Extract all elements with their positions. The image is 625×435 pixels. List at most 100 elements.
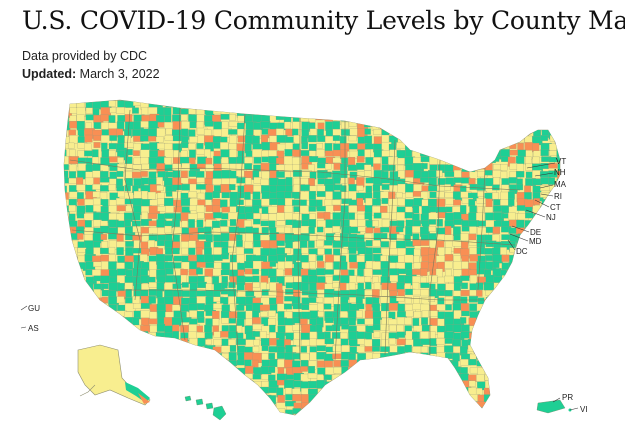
- county-patch: [565, 142, 572, 150]
- county-patch: [125, 247, 134, 256]
- county-patch: [397, 108, 407, 118]
- county-patch: [421, 101, 432, 110]
- county-patch: [397, 115, 407, 123]
- county-patch: [188, 409, 197, 415]
- county-patch: [476, 408, 487, 415]
- county-patch: [517, 402, 527, 409]
- county-patch: [164, 225, 172, 234]
- county-patch: [372, 269, 383, 275]
- county-patch: [428, 360, 440, 367]
- county-patch: [124, 149, 133, 156]
- county-patch: [228, 121, 239, 127]
- county-patch: [396, 388, 405, 395]
- county-patch: [557, 114, 560, 122]
- county-patch: [372, 374, 382, 382]
- county-patch: [525, 387, 535, 397]
- county-patch: [508, 115, 517, 123]
- county-patch: [100, 324, 110, 335]
- county-patch: [501, 379, 509, 391]
- county-patch: [491, 134, 503, 143]
- county-patch: [412, 239, 422, 247]
- county-patch: [64, 318, 72, 325]
- county-patch: [252, 373, 262, 380]
- county-patch: [557, 226, 560, 236]
- county-patch: [349, 128, 358, 136]
- county-patch: [374, 416, 382, 423]
- county-patch: [444, 192, 454, 198]
- county-patch: [284, 247, 292, 254]
- county-patch: [221, 360, 230, 370]
- county-patch: [84, 402, 96, 413]
- county-patch: [141, 359, 149, 366]
- county-patch: [180, 142, 189, 149]
- county-patch: [444, 171, 455, 177]
- county-patch: [220, 269, 230, 276]
- county-patch: [148, 295, 156, 304]
- county-patch: [340, 381, 352, 390]
- county-patch: [140, 289, 149, 297]
- county-patch: [427, 387, 435, 396]
- county-patch: [141, 339, 152, 348]
- county-patch: [309, 351, 318, 361]
- county-patch: [269, 297, 277, 305]
- county-patch: [525, 401, 536, 411]
- county-patch: [493, 346, 504, 353]
- county-patch: [325, 346, 334, 353]
- county-patch: [548, 331, 556, 342]
- county-patch: [515, 122, 527, 132]
- county-patch: [428, 380, 437, 390]
- county-patch: [493, 164, 502, 170]
- county-patch: [372, 400, 381, 411]
- county-patch: [525, 409, 537, 415]
- county-patch: [180, 198, 192, 206]
- county-patch: [477, 115, 489, 124]
- county-patch: [245, 409, 255, 415]
- county-patch: [116, 401, 125, 411]
- county-patch: [229, 198, 238, 207]
- county-patch: [205, 360, 215, 367]
- county-patch: [92, 409, 100, 415]
- county-patch: [508, 177, 518, 184]
- county-patch: [140, 325, 151, 333]
- county-patch: [213, 387, 225, 398]
- county-patch: [396, 240, 406, 249]
- county-patch: [532, 310, 541, 319]
- county-patch: [132, 295, 141, 305]
- county-patch: [204, 107, 215, 116]
- county-patch: [444, 135, 456, 146]
- county-patch: [221, 379, 231, 388]
- county-patch: [213, 254, 223, 261]
- county-patch: [533, 275, 541, 285]
- county-patch: [453, 148, 464, 158]
- county-patch: [77, 255, 86, 263]
- county-patch: [124, 407, 131, 415]
- county-patch: [509, 409, 517, 415]
- county-patch: [565, 198, 575, 205]
- county-patch: [484, 402, 492, 410]
- county-patch: [64, 304, 70, 314]
- county-patch: [220, 366, 231, 373]
- county-patch: [548, 220, 557, 230]
- county-patch: [428, 212, 440, 221]
- county-patch: [100, 220, 108, 227]
- county-patch: [261, 345, 269, 352]
- county-patch: [204, 415, 215, 422]
- county-patch: [500, 352, 509, 361]
- county-patch: [565, 417, 573, 424]
- county-patch: [252, 402, 264, 413]
- county-patch: [245, 416, 252, 425]
- county-patch: [195, 290, 207, 298]
- county-patch: [309, 415, 316, 422]
- county-patch: [157, 239, 165, 247]
- county-patch: [172, 409, 183, 415]
- county-patch: [372, 395, 382, 404]
- county-patch: [491, 395, 503, 402]
- county-patch: [253, 218, 261, 225]
- county-patch: [116, 247, 124, 256]
- county-patch: [108, 304, 118, 311]
- county-patch: [324, 100, 335, 108]
- county-patch: [196, 325, 203, 333]
- county-patch: [381, 409, 392, 415]
- county-patch: [172, 163, 182, 171]
- county-patch: [140, 416, 147, 423]
